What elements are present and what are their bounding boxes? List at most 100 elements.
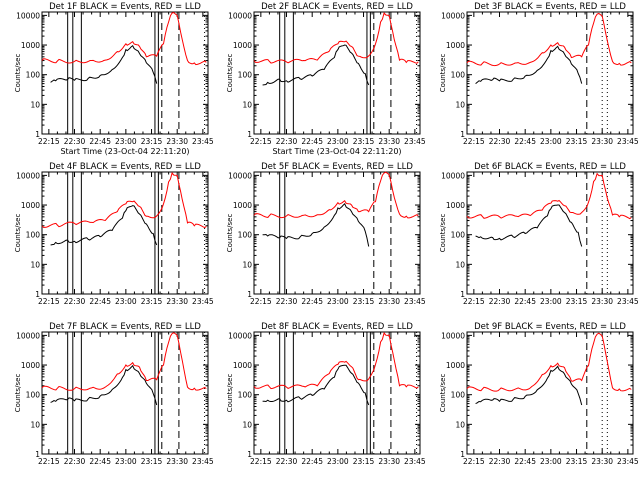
chart-panel-1: Det 1F BLACK = Events, RED = LLD 1 10 100 10… xyxy=(14,2,214,156)
y-tick-label: 10 xyxy=(455,260,465,269)
x-tick-label: 23:30 xyxy=(378,297,400,306)
series-line-events xyxy=(50,44,158,84)
chart-title: Det 5F BLACK = Events, RED = LLD xyxy=(261,162,413,172)
y-tick-label: 10000 xyxy=(228,11,252,20)
y-tick-label: 10000 xyxy=(16,331,40,340)
y-tick-label: 1000 xyxy=(233,361,252,370)
x-tick-label: 22:45 xyxy=(301,137,323,146)
chart-panel-6: Det 6F BLACK = Events, RED = LLD 1 10 100 10… xyxy=(439,162,639,306)
y-axis-label: Counts/sec xyxy=(14,214,22,253)
y-axis-label: Counts/sec xyxy=(439,374,447,413)
series-line-events xyxy=(475,45,583,84)
y-tick-label: 1000 xyxy=(446,41,465,50)
x-tick-label: 22:45 xyxy=(514,297,536,306)
y-tick-label: 1 xyxy=(35,130,40,139)
series-line-events xyxy=(50,364,158,406)
x-tick-label: 22:15 xyxy=(38,297,60,306)
x-tick-label: 23:00 xyxy=(327,457,349,466)
plot-frame xyxy=(41,11,209,135)
y-tick-label: 100 xyxy=(451,391,466,400)
y-axis-label: Counts/sec xyxy=(14,374,22,413)
x-tick-label: 23:15 xyxy=(141,137,163,146)
x-tick-label: 23:15 xyxy=(566,297,588,306)
x-tick-label: 22:30 xyxy=(276,137,298,146)
x-tick-label: 23:00 xyxy=(115,457,137,466)
x-tick-label: 22:30 xyxy=(64,457,86,466)
chart-title: Det 4F BLACK = Events, RED = LLD xyxy=(49,162,201,172)
x-tick-label: 23:45 xyxy=(617,137,639,146)
y-tick-label: 100 xyxy=(26,391,41,400)
plot-frame xyxy=(253,331,421,455)
y-tick-label: 1000 xyxy=(233,201,252,210)
plot-frame xyxy=(41,171,209,295)
y-tick-label: 10 xyxy=(242,420,252,429)
x-tick-label: 23:45 xyxy=(192,297,214,306)
y-tick-label: 1000 xyxy=(21,201,40,210)
x-tick-label: 22:45 xyxy=(514,137,536,146)
y-tick-label: 10 xyxy=(30,100,40,109)
x-tick-label: 22:15 xyxy=(463,297,485,306)
y-axis-label: Counts/sec xyxy=(226,54,234,93)
x-tick-label: 23:45 xyxy=(192,137,214,146)
x-tick-label: 22:15 xyxy=(463,137,485,146)
series-line-lld xyxy=(253,171,419,219)
y-tick-label: 10000 xyxy=(16,11,40,20)
chart-panel-7: Det 7F BLACK = Events, RED = LLD 1 10 100 10… xyxy=(14,322,214,466)
x-tick-label: 23:15 xyxy=(141,297,163,306)
y-tick-label: 1 xyxy=(247,290,252,299)
y-tick-label: 1000 xyxy=(233,41,252,50)
y-axis-label: Counts/sec xyxy=(439,54,447,93)
x-tick-label: 23:45 xyxy=(617,297,639,306)
x-tick-label: 23:00 xyxy=(327,137,349,146)
x-tick-label: 23:00 xyxy=(115,297,137,306)
y-tick-label: 10000 xyxy=(441,11,465,20)
y-tick-label: 1 xyxy=(247,130,252,139)
chart-title: Det 9F BLACK = Events, RED = LLD xyxy=(474,322,626,332)
series-line-lld xyxy=(41,12,207,66)
x-tick-label: 22:45 xyxy=(301,297,323,306)
chart-panel-5: Det 5F BLACK = Events, RED = LLD 1 10 100 10… xyxy=(226,162,426,306)
y-tick-label: 100 xyxy=(238,231,253,240)
y-tick-label: 100 xyxy=(238,71,253,80)
x-tick-label: 22:45 xyxy=(89,297,111,306)
x-tick-label: 22:30 xyxy=(489,457,511,466)
plot-frame xyxy=(41,331,209,455)
x-tick-label: 23:45 xyxy=(192,457,214,466)
y-tick-label: 10 xyxy=(242,100,252,109)
y-tick-label: 1000 xyxy=(446,361,465,370)
x-tick-label: 22:30 xyxy=(489,297,511,306)
y-tick-label: 100 xyxy=(451,71,466,80)
x-tick-label: 23:30 xyxy=(378,137,400,146)
y-tick-label: 10 xyxy=(30,260,40,269)
series-line-events xyxy=(262,44,370,86)
x-tick-label: 23:30 xyxy=(378,457,400,466)
x-tick-label: 23:00 xyxy=(115,137,137,146)
y-tick-label: 10000 xyxy=(441,331,465,340)
x-tick-label: 23:00 xyxy=(540,457,562,466)
x-tick-label: 22:15 xyxy=(250,297,272,306)
x-tick-label: 23:15 xyxy=(566,137,588,146)
x-tick-label: 23:30 xyxy=(166,297,188,306)
x-tick-label: 23:15 xyxy=(353,137,375,146)
y-tick-label: 100 xyxy=(26,71,41,80)
x-tick-label: 22:15 xyxy=(38,457,60,466)
y-tick-label: 100 xyxy=(238,391,253,400)
series-line-events xyxy=(50,205,158,246)
x-tick-label: 23:30 xyxy=(166,457,188,466)
chart-title: Det 2F BLACK = Events, RED = LLD xyxy=(261,2,413,12)
chart-panel-9: Det 9F BLACK = Events, RED = LLD 1 10 100 10… xyxy=(439,322,639,466)
x-tick-label: 23:45 xyxy=(404,297,426,306)
y-tick-label: 1 xyxy=(35,450,40,459)
x-tick-label: 23:30 xyxy=(591,457,613,466)
x-tick-label: 22:15 xyxy=(250,457,272,466)
x-tick-label: 23:45 xyxy=(617,457,639,466)
x-tick-label: 23:15 xyxy=(353,297,375,306)
y-tick-label: 10000 xyxy=(16,171,40,180)
x-tick-label: 23:30 xyxy=(166,137,188,146)
series-line-events xyxy=(475,204,583,247)
x-tick-label: 23:00 xyxy=(540,137,562,146)
y-tick-label: 10000 xyxy=(228,171,252,180)
x-tick-label: 23:15 xyxy=(566,457,588,466)
series-line-events xyxy=(262,202,370,247)
